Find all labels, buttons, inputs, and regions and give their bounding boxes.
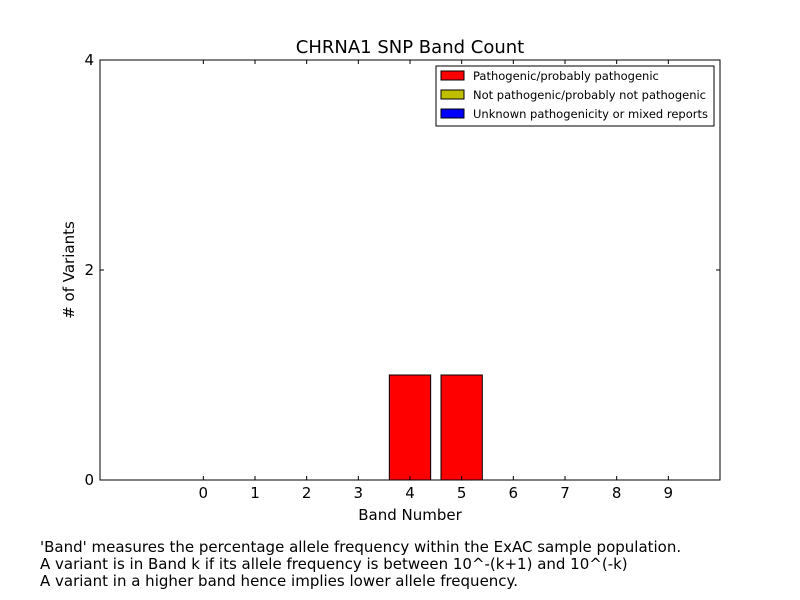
x-tick-label: 9 (664, 484, 674, 502)
chart-title: CHRNA1 SNP Band Count (296, 37, 524, 58)
x-tick-label: 7 (560, 484, 570, 502)
bar-pathogenic-probably-pathogenic-band-5 (440, 374, 483, 481)
y-tick-label: 0 (84, 471, 94, 489)
x-tick-label: 8 (612, 484, 622, 502)
legend-swatch (440, 108, 465, 119)
x-tick-label: 1 (250, 484, 260, 502)
legend: Pathogenic/probably pathogenic Not pathog… (435, 65, 715, 127)
y-axis-label: # of Variants (60, 221, 78, 319)
x-tick-label: 0 (199, 484, 209, 502)
footnote-line: 'Band' measures the percentage allele fr… (40, 538, 682, 556)
legend-label: Pathogenic/probably pathogenic (473, 69, 659, 83)
footnote: 'Band' measures the percentage allele fr… (40, 539, 780, 590)
legend-label: Unknown pathogenicity or mixed reports (473, 107, 708, 121)
y-tick-label: 2 (84, 261, 94, 279)
axis-ticks: 0 1 2 3 4 5 6 7 8 9 0 2 4 (84, 51, 720, 502)
y-tick-label: 4 (84, 51, 94, 69)
x-tick-label: 6 (509, 484, 519, 502)
x-tick-label: 2 (302, 484, 312, 502)
bars-layer (388, 374, 483, 481)
legend-label: Not pathogenic/probably not pathogenic (473, 88, 706, 102)
x-axis-label: Band Number (358, 506, 462, 524)
footnote-line: A variant in a higher band hence implies… (40, 572, 519, 590)
legend-swatch (440, 70, 465, 81)
legend-swatch (440, 89, 465, 100)
legend-frame (435, 65, 715, 127)
x-tick-label: 3 (354, 484, 364, 502)
bar-pathogenic-probably-pathogenic-band-4 (388, 374, 432, 481)
x-tick-label: 5 (457, 484, 467, 502)
footnote-line: A variant is in Band k if its allele fre… (40, 555, 628, 573)
x-tick-label: 4 (405, 484, 415, 502)
